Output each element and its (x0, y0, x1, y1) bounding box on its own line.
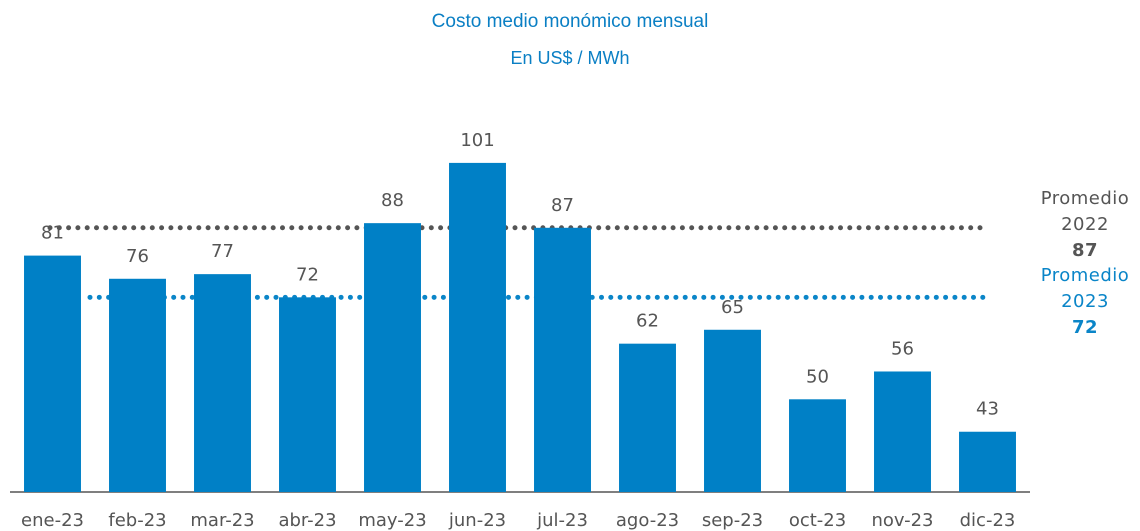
bar (959, 431, 1016, 492)
value-label: 62 (636, 311, 659, 332)
chart-title: Costo medio monómico mensual (432, 11, 709, 32)
bar (704, 329, 761, 492)
bar (109, 278, 166, 492)
bar (24, 255, 81, 492)
bar (534, 227, 591, 492)
reference-value: 72 (1071, 317, 1099, 338)
bar (194, 274, 251, 492)
x-tick-label: oct-23 (789, 510, 846, 531)
value-label: 56 (891, 338, 914, 359)
reference-name: Promedio 2023 (1040, 265, 1130, 312)
bar (789, 399, 846, 492)
x-tick-label: mar-23 (190, 510, 254, 531)
value-label: 87 (551, 195, 574, 216)
x-tick-label: sep-23 (702, 510, 763, 531)
value-label: 81 (41, 223, 64, 244)
bar (449, 162, 506, 493)
value-label: 65 (721, 297, 744, 318)
value-label: 43 (976, 399, 999, 420)
value-label: 101 (460, 130, 494, 151)
x-tick-label: ago-23 (616, 510, 679, 531)
value-label: 50 (806, 366, 829, 387)
value-label: 88 (381, 190, 404, 211)
bar (279, 297, 336, 492)
reference-label: Promedio 2023 72 (1030, 263, 1140, 341)
bar (619, 343, 676, 492)
x-tick-label: dic-23 (960, 510, 1016, 531)
value-label: 72 (296, 264, 319, 285)
chart-subtitle: En US$ / MWh (510, 48, 629, 68)
value-label: 77 (211, 241, 234, 262)
value-label: 76 (126, 246, 149, 267)
x-tick-label: ene-23 (21, 510, 84, 531)
bar (874, 371, 931, 492)
x-tick-label: abr-23 (278, 510, 336, 531)
reference-name: Promedio 2022 (1040, 188, 1130, 235)
x-tick-label: feb-23 (108, 510, 166, 531)
x-tick-label: may-23 (358, 510, 426, 531)
reference-value: 87 (1071, 240, 1099, 261)
x-tick-label: jun-23 (448, 510, 506, 531)
x-tick-label: nov-23 (872, 510, 934, 531)
x-tick-label: jul-23 (536, 510, 588, 531)
reference-label: Promedio 2022 87 (1030, 186, 1140, 264)
bar (364, 223, 421, 492)
